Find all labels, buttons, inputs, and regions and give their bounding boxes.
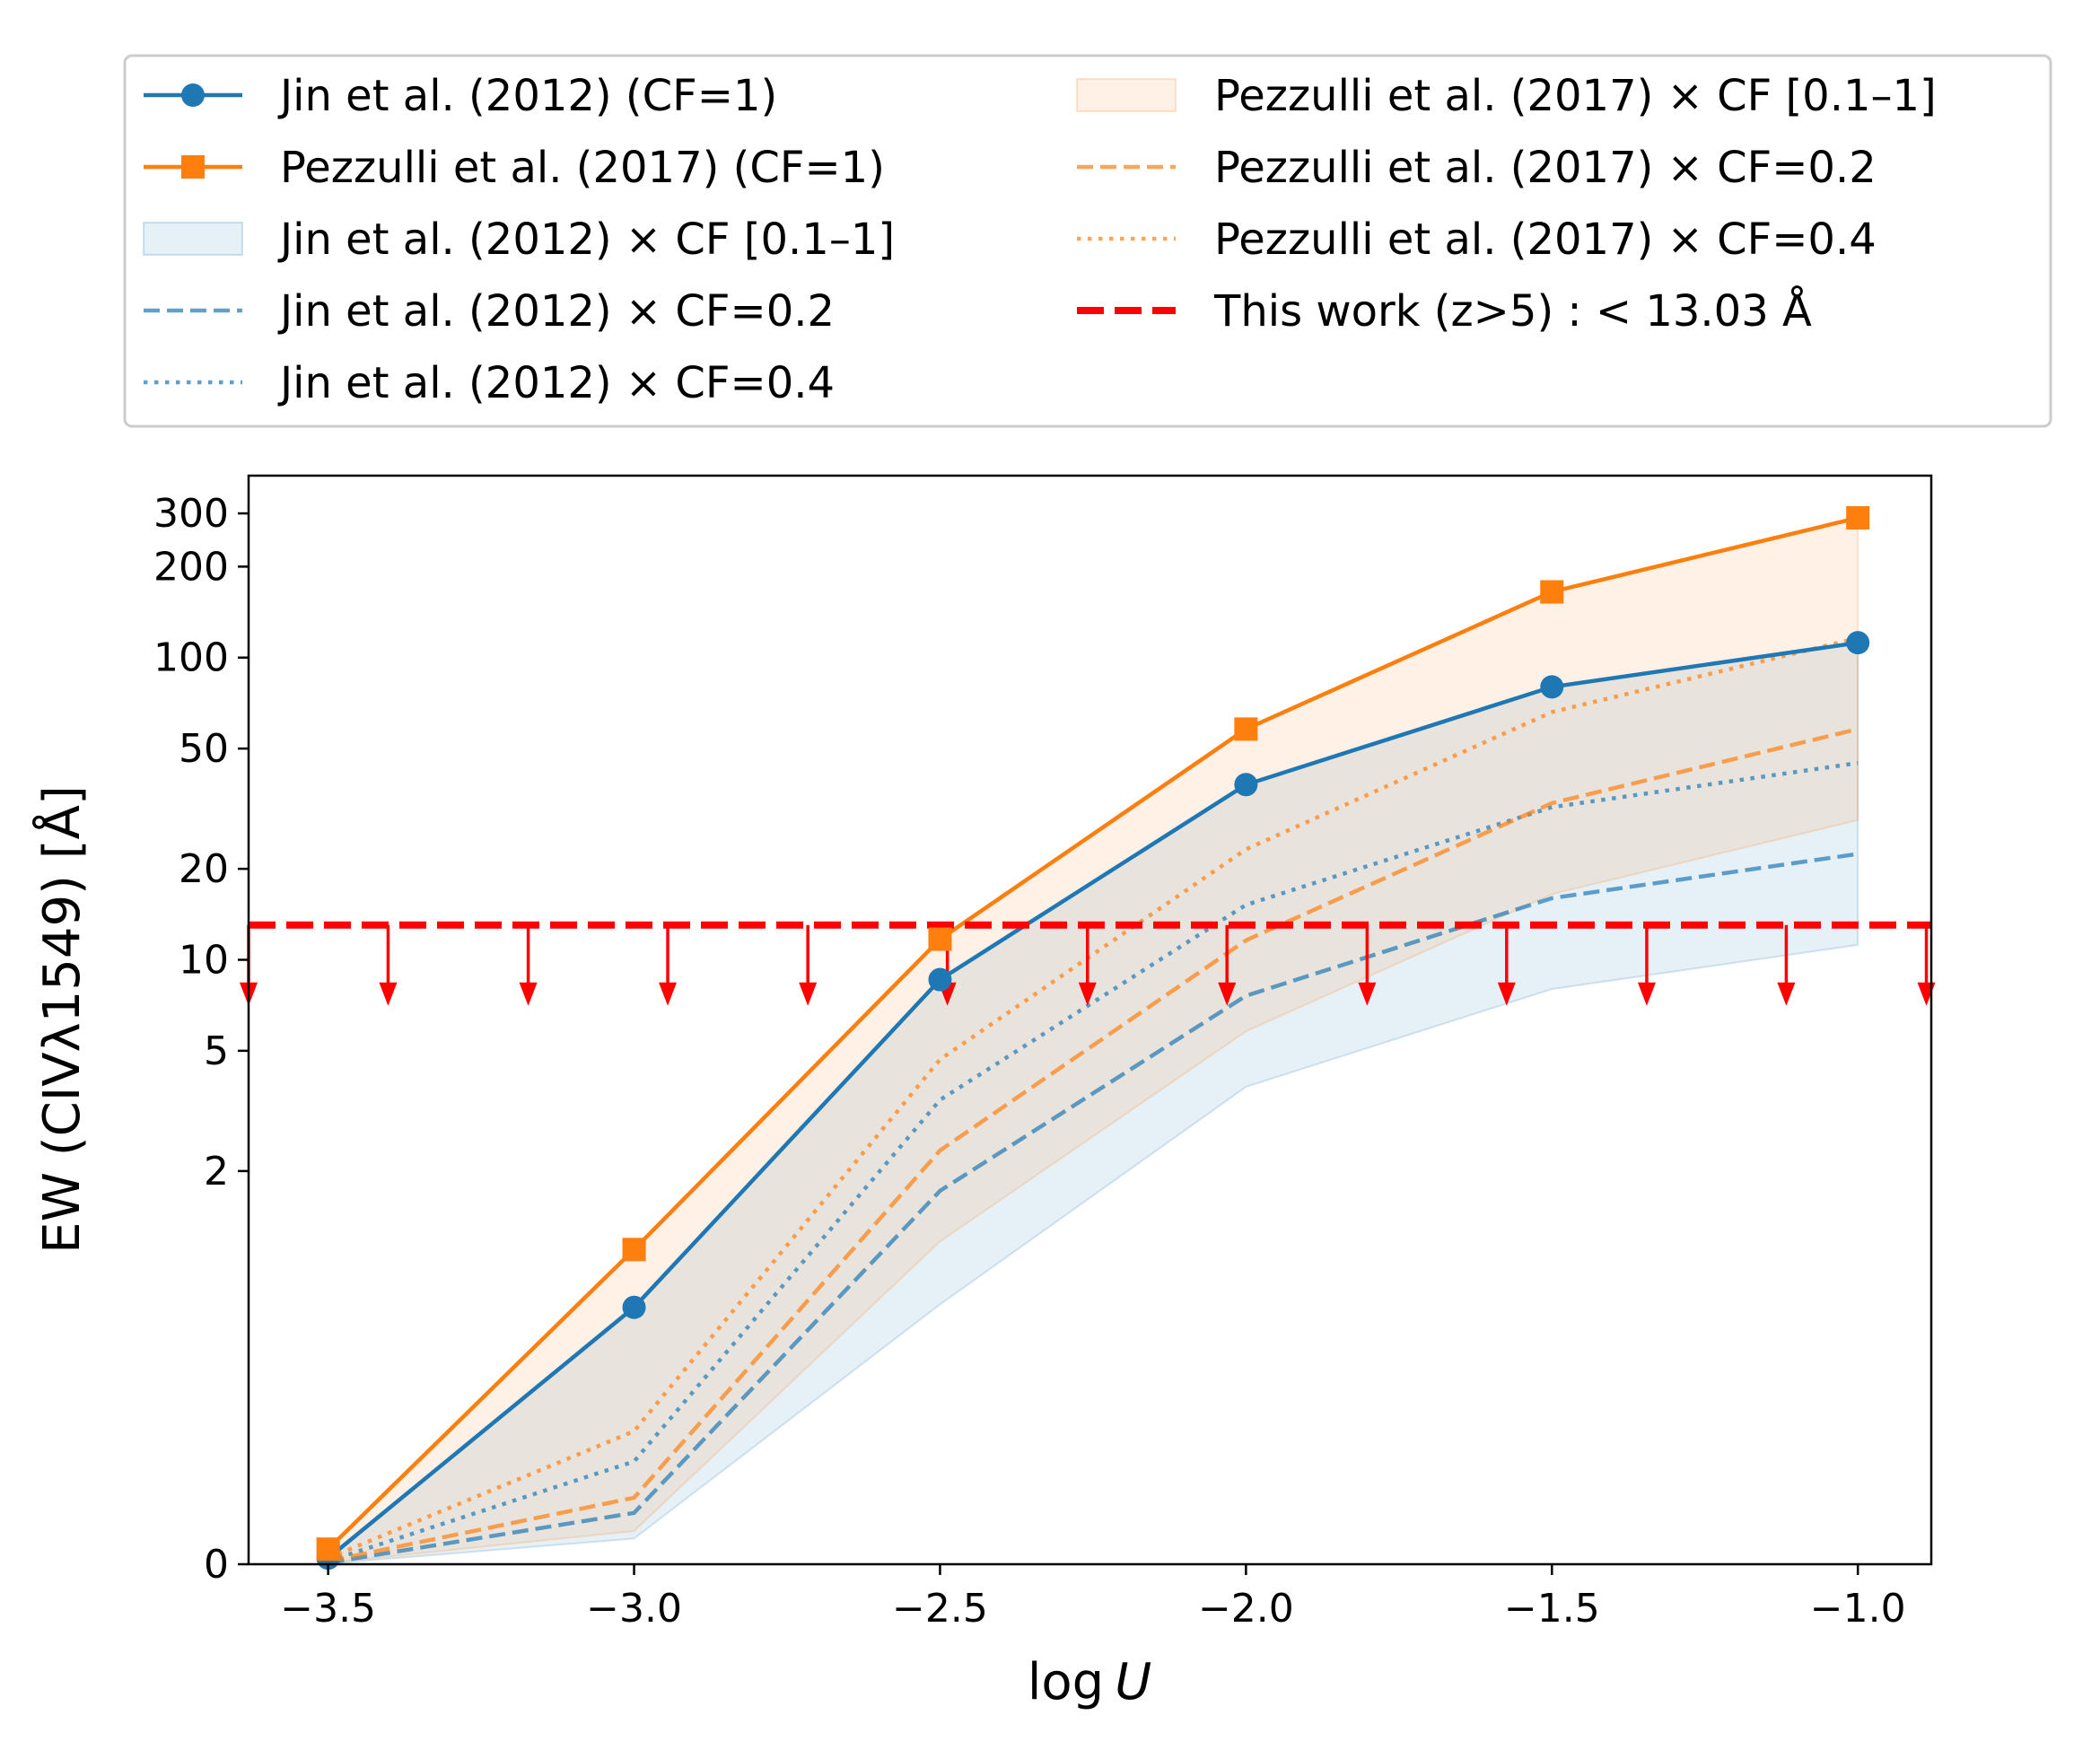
series-0-point-4	[1540, 675, 1564, 699]
y-axis: 0 2 5 10 20 50 100 200 300	[153, 491, 249, 1588]
upper-limit-arrow-10	[1637, 924, 1656, 1006]
legend-label-7: Pezzulli et al. (2017) × CF=0.4	[1214, 214, 1877, 265]
x-axis: −3.5 −3.0 −2.5 −2.0 −1.5 −1.0	[280, 1564, 1906, 1632]
series-line-0	[327, 640, 1859, 1561]
series-0-point-2	[928, 967, 952, 992]
legend-label-2: Jin et al. (2012) × CF [0.1–1]	[277, 214, 895, 265]
legend-item-0: Jin et al. (2012) (CF=1)	[144, 71, 777, 121]
y-tick-label-6: 100	[153, 635, 229, 681]
y-tick-label-3: 10	[179, 937, 229, 983]
series-1-point-2	[928, 927, 952, 951]
x-axis-label-main: log	[1028, 1653, 1104, 1711]
series-1-point-0	[316, 1537, 340, 1562]
y-tick-label-4: 20	[179, 846, 229, 892]
series-line-1	[327, 515, 1859, 1551]
series-0-point-3	[1234, 773, 1258, 797]
y-tick-label-5: 50	[179, 726, 229, 772]
legend-label-4: Jin et al. (2012) × CF=0.4	[277, 358, 835, 408]
legend-item-8: This work (z>5) : < 13.03 Å	[1077, 285, 1812, 337]
upper-limit-arrow-3	[659, 924, 678, 1006]
legend-item-5: Pezzulli et al. (2017) × CF [0.1–1]	[1076, 71, 1937, 121]
series-1-point-5	[1846, 506, 1870, 530]
upper-limit-arrow-6	[1078, 924, 1097, 1006]
series-line-4	[328, 727, 1859, 1563]
upper-limit-arrow-12	[1917, 924, 1936, 1006]
series-0-point-5	[1846, 631, 1870, 655]
legend-item-1: Pezzulli et al. (2017) (CF=1)	[144, 143, 885, 193]
series-0-point-1	[622, 1295, 646, 1319]
y-tick-label-8: 300	[153, 491, 229, 537]
legend-label-6: Pezzulli et al. (2017) × CF=0.2	[1214, 143, 1877, 193]
x-tick-label-4: −1.5	[1504, 1586, 1600, 1632]
x-axis-label: log U	[1028, 1653, 1151, 1711]
legend-frame	[123, 54, 2052, 428]
upper-limit-arrow-9	[1497, 924, 1516, 1006]
plot-area: −3.5 −3.0 −2.5 −2.0 −1.5 −1.0 0 2 5 10 20 50 100 200…	[153, 474, 1936, 1632]
x-tick-label-0: −3.5	[280, 1586, 376, 1632]
x-tick-label-2: −2.5	[892, 1586, 988, 1632]
legend-label-5: Pezzulli et al. (2017) × CF [0.1–1]	[1214, 71, 1937, 121]
series-1-point-1	[622, 1238, 646, 1262]
y-axis-label: EW (CIVλ1549) [Å]	[32, 785, 92, 1254]
legend-label-0: Jin et al. (2012) (CF=1)	[277, 71, 777, 121]
y-tick-label-1: 2	[204, 1149, 229, 1194]
upper-limit-arrow-7	[1218, 924, 1237, 1006]
legend-item-7: Pezzulli et al. (2017) × CF=0.4	[1077, 214, 1877, 265]
legend-label-3: Jin et al. (2012) × CF=0.2	[277, 286, 835, 337]
upper-limit-arrow-8	[1358, 924, 1377, 1006]
y-tick-label-7: 200	[153, 544, 229, 590]
legend-label-1: Pezzulli et al. (2017) (CF=1)	[280, 143, 885, 193]
series-line-3	[327, 760, 1859, 1563]
legend-item-2: Jin et al. (2012) × CF [0.1–1]	[143, 214, 895, 265]
upper-limit-arrow-4	[799, 924, 818, 1006]
legend-item-6: Pezzulli et al. (2017) × CF=0.2	[1077, 143, 1877, 193]
upper-limit-arrow-11	[1777, 924, 1796, 1006]
upper-limit-arrow-1	[379, 924, 398, 1006]
legend-item-3: Jin et al. (2012) × CF=0.2	[144, 286, 835, 337]
series-1-point-4	[1540, 580, 1564, 604]
legend: Jin et al. (2012) (CF=1) Pezzulli et al. …	[123, 54, 2052, 428]
series-line-2	[328, 852, 1859, 1564]
x-tick-label-5: −1.0	[1810, 1586, 1906, 1632]
x-tick-label-3: −2.0	[1198, 1586, 1294, 1632]
x-axis-label-var: U	[1115, 1653, 1151, 1711]
series-1-point-3	[1234, 717, 1258, 741]
y-tick-label-2: 5	[204, 1028, 229, 1074]
x-tick-label-1: −3.0	[586, 1586, 682, 1632]
legend-item-4: Jin et al. (2012) × CF=0.4	[144, 358, 835, 408]
plot-frame	[247, 474, 1933, 1566]
upper-limit-arrow-2	[519, 924, 538, 1006]
y-tick-label-0: 0	[204, 1542, 229, 1588]
legend-label-8: This work (z>5) : < 13.03 Å	[1213, 285, 1812, 337]
